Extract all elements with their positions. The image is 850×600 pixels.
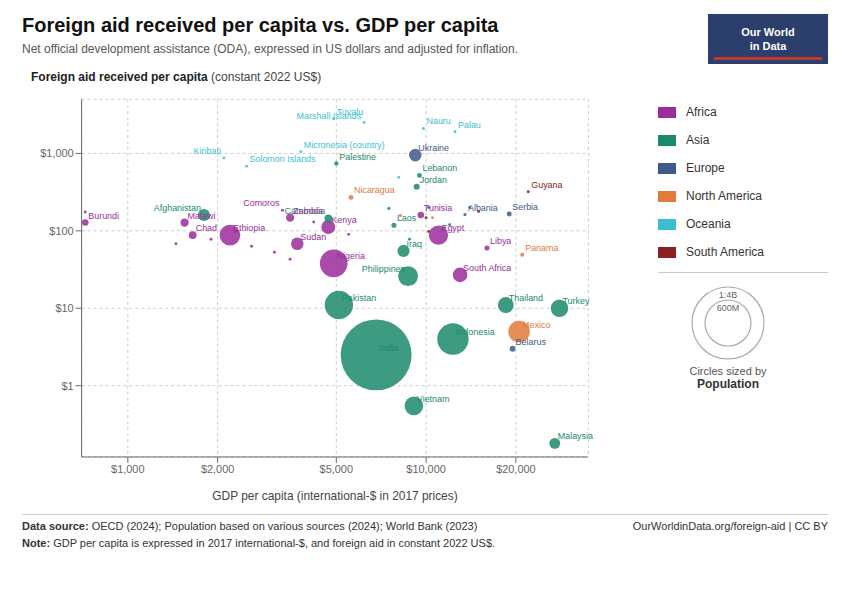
- svg-text:$10: $10: [55, 302, 73, 314]
- svg-text:Serbia: Serbia: [512, 202, 538, 212]
- svg-text:$1,000: $1,000: [40, 147, 73, 159]
- svg-text:South Africa: South Africa: [463, 263, 511, 273]
- svg-text:Thailand: Thailand: [509, 293, 543, 303]
- svg-text:1:4B: 1:4B: [719, 290, 738, 300]
- svg-text:Tuvalu: Tuvalu: [337, 107, 364, 117]
- svg-text:Libya: Libya: [490, 236, 511, 246]
- html-text:Note: GDP per capita is expres: Note: GDP per capita is expressed in 201…: [22, 537, 496, 549]
- svg-text:$20,000: $20,000: [496, 463, 535, 475]
- svg-text:Belarus: Belarus: [516, 337, 547, 347]
- html-text:Net official development assis: Net official development assistance (ODA…: [22, 42, 518, 56]
- svg-text:Kenya: Kenya: [331, 215, 356, 225]
- svg-text:Malawi: Malawi: [188, 211, 216, 221]
- html-text:Foreign aid received per capit: Foreign aid received per capita (constan…: [31, 70, 322, 84]
- svg-text:Nicaragua: Nicaragua: [354, 185, 395, 195]
- html-text:South America: South America: [686, 245, 764, 259]
- svg-text:Jordan: Jordan: [420, 175, 447, 185]
- svg-text:Comoros: Comoros: [243, 198, 280, 208]
- svg-text:$1: $1: [62, 380, 74, 392]
- svg-text:Tunisia: Tunisia: [424, 203, 453, 213]
- svg-text:Burundi: Burundi: [88, 211, 119, 221]
- html-text:Data source: OECD (2024); Popu: Data source: OECD (2024); Population bas…: [22, 520, 478, 532]
- svg-text:Ethiopia: Ethiopia: [233, 223, 265, 233]
- svg-text:Cambodia: Cambodia: [285, 206, 326, 216]
- svg-text:Mexico: Mexico: [522, 320, 550, 330]
- svg-text:Guyana: Guyana: [531, 180, 562, 190]
- svg-text:Marshall Islands: Marshall Islands: [296, 110, 362, 121]
- svg-text:Iraq: Iraq: [406, 239, 421, 249]
- svg-text:Palestine: Palestine: [339, 152, 376, 162]
- svg-text:Panama: Panama: [525, 243, 558, 253]
- html-text:OurWorldinData.org/foreign-aid: OurWorldinData.org/foreign-aid | CC BY: [632, 520, 828, 532]
- svg-text:Chad: Chad: [196, 223, 217, 233]
- svg-text:Lebanon: Lebanon: [422, 163, 457, 173]
- svg-text:Afghanistan: Afghanistan: [153, 203, 201, 213]
- svg-text:Nigeria: Nigeria: [337, 251, 365, 261]
- svg-text:Zambia: Zambia: [293, 206, 323, 216]
- html-text:Europe: Europe: [686, 161, 725, 175]
- html-text:Africa: Africa: [686, 105, 717, 119]
- svg-text:Turkey: Turkey: [562, 296, 590, 306]
- svg-text:GDP per capita (international-: GDP per capita (international-$ in 2017 …: [212, 489, 457, 503]
- html-text:Oceania: Oceania: [686, 217, 731, 231]
- svg-text:Nauru: Nauru: [426, 116, 450, 126]
- svg-text:Albania: Albania: [468, 203, 498, 213]
- svg-text:Kiribati: Kiribati: [194, 146, 221, 156]
- svg-text:Indonesia: Indonesia: [456, 327, 495, 337]
- svg-text:$5,000: $5,000: [320, 463, 353, 475]
- svg-text:$10,000: $10,000: [406, 463, 445, 475]
- svg-text:Egypt: Egypt: [441, 223, 464, 233]
- html-text:Our World: Our World: [741, 26, 795, 38]
- svg-text:Vietnam: Vietnam: [417, 394, 450, 404]
- html-text:Asia: Asia: [686, 133, 710, 147]
- svg-text:Philippines: Philippines: [362, 264, 406, 274]
- svg-text:Malaysia: Malaysia: [558, 431, 593, 441]
- svg-text:Palau: Palau: [458, 120, 481, 130]
- svg-text:Pakistan: Pakistan: [342, 293, 376, 303]
- html-text:Foreign aid received per capit: Foreign aid received per capita vs. GDP …: [22, 14, 499, 36]
- html-text:North America: North America: [686, 189, 762, 203]
- html-text:Circles sized by: Circles sized by: [689, 365, 767, 377]
- svg-text:$100: $100: [49, 225, 73, 237]
- svg-text:$1,000: $1,000: [111, 463, 144, 475]
- html-text:Population: Population: [697, 377, 759, 391]
- svg-text:$2,000: $2,000: [201, 463, 234, 475]
- svg-text:Solomon Islands: Solomon Islands: [249, 154, 316, 164]
- html-text:in Data: in Data: [749, 40, 787, 52]
- svg-text:Sudan: Sudan: [300, 232, 326, 242]
- svg-text:Laos: Laos: [397, 213, 417, 223]
- svg-text:Ukraine: Ukraine: [418, 143, 449, 153]
- svg-text:Micronesia (country): Micronesia (country): [304, 140, 385, 150]
- svg-text:India: India: [379, 343, 398, 353]
- svg-text:600M: 600M: [717, 303, 740, 313]
